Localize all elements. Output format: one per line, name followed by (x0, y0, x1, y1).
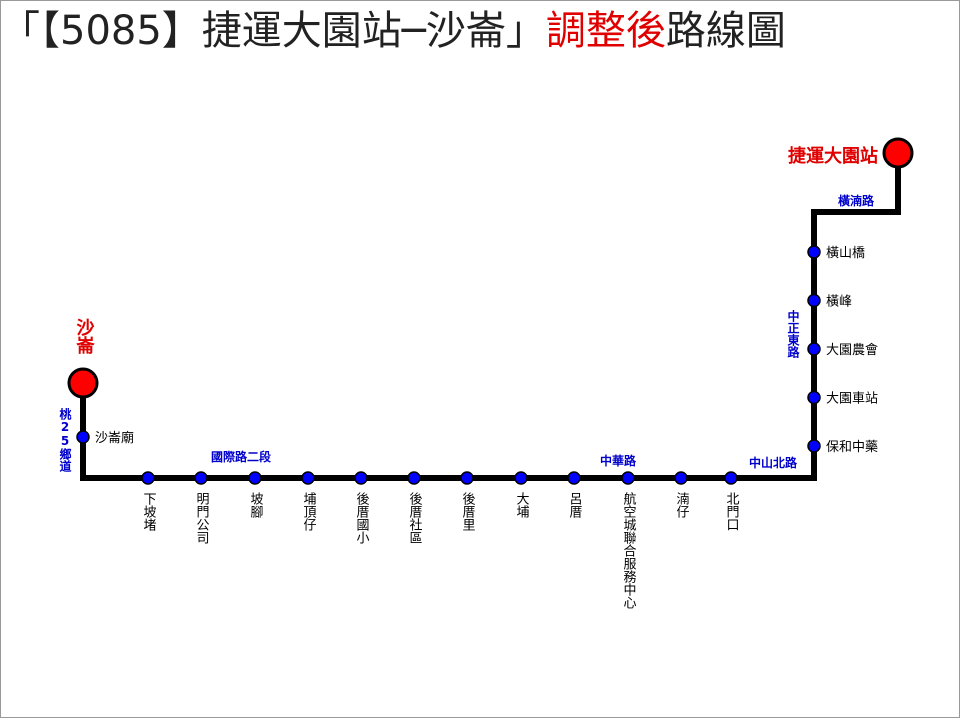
stop-marker (301, 471, 315, 485)
stop-marker (194, 471, 208, 485)
stop-label: 橫山橋 (826, 246, 865, 261)
stop-label: 後厝國小 (354, 492, 370, 545)
road-label: 橫湳路 (838, 193, 875, 208)
road-label: 中山北路 (749, 455, 798, 470)
stop-marker (76, 430, 90, 444)
stop-marker (807, 342, 821, 356)
stop-marker (807, 245, 821, 259)
stop-marker (514, 471, 528, 485)
terminal-label: 沙崙 (74, 318, 96, 355)
stop-marker (354, 471, 368, 485)
stop-marker (807, 293, 821, 308)
stop-label: 航空城聯合服務中心 (621, 491, 637, 609)
terminal-label: 捷運大園站 (788, 145, 878, 167)
title-suffix: 路線圖 (666, 8, 786, 54)
stop-label: 後厝里 (460, 492, 476, 531)
stop-marker (141, 471, 155, 485)
stop-label: 下坡堵 (141, 492, 157, 531)
stop-marker (460, 471, 474, 485)
title-prefix: 「【5085】捷運大園站─沙崙」 (0, 8, 546, 54)
stop-label: 橫峰 (826, 295, 852, 310)
stop-marker (567, 471, 581, 485)
stop-label: 呂厝 (567, 492, 583, 518)
stop-label: 大埔 (514, 492, 530, 518)
stop-label: 大園農會 (826, 343, 878, 358)
stop-label: 北門口 (724, 492, 740, 531)
stop-label: 沙崙廟 (95, 430, 134, 446)
stop-marker (621, 471, 635, 485)
stop-marker (807, 390, 821, 405)
title-highlight: 調整後 (546, 8, 666, 54)
road-label: 國際路二段 (211, 449, 272, 464)
stop-label: 埔頂仔 (301, 492, 317, 532)
terminal-marker (67, 367, 99, 399)
stop-label: 後厝社區 (407, 492, 423, 544)
stop-label: 湳仔 (674, 492, 690, 519)
stop-label: 明門公司 (194, 492, 210, 544)
stop-label: 坡腳 (248, 492, 264, 518)
road-label: 中正東路 (786, 309, 800, 359)
stop-label: 保和中藥 (826, 440, 878, 455)
stop-marker (674, 471, 688, 485)
terminal-marker (882, 137, 914, 169)
stop-marker (807, 439, 821, 453)
title: 「【5085】捷運大園站─沙崙」調整後路線圖 (0, 8, 786, 54)
stop-marker (248, 471, 262, 485)
road-label: 桃25鄉道 (58, 407, 72, 473)
stop-marker (407, 471, 421, 485)
stop-label: 大園車站 (826, 392, 878, 407)
road-label: 中華路 (600, 453, 637, 468)
stop-marker (724, 471, 738, 485)
